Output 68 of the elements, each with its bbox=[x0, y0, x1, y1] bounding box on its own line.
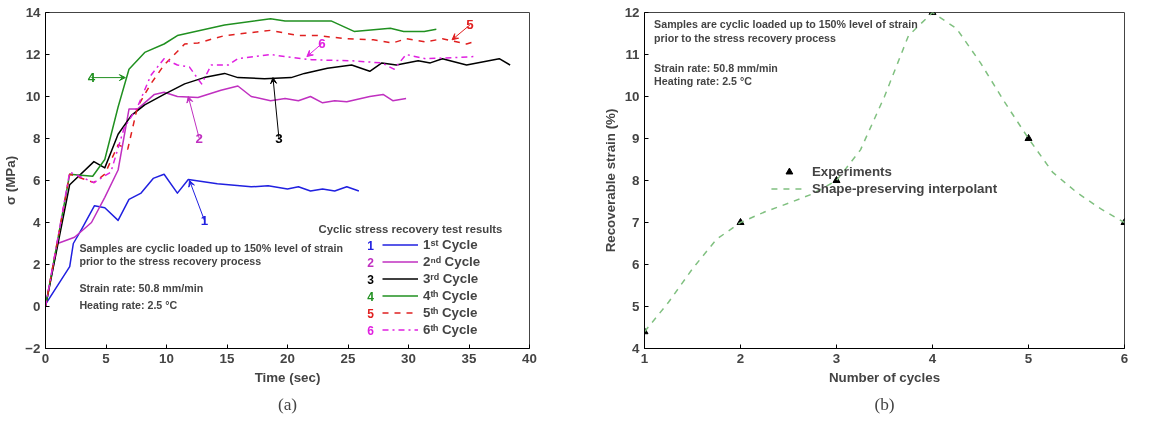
x-tick-label: 40 bbox=[522, 350, 537, 366]
point bbox=[1024, 133, 1033, 142]
annotation: 6 bbox=[318, 36, 326, 52]
y-tick-label: 11 bbox=[625, 47, 641, 62]
text: 5 bbox=[367, 306, 374, 321]
annotation: 5 bbox=[466, 17, 475, 33]
x-tick-label: 10 bbox=[159, 350, 174, 366]
annotation: Heating rate: 2.5 °C bbox=[79, 298, 178, 311]
x-tick-label: 20 bbox=[280, 350, 295, 366]
y-tick-label: 14 bbox=[25, 5, 42, 20]
text: 1 bbox=[367, 238, 374, 253]
y-axis-title: σ (MPa) bbox=[3, 155, 19, 206]
y-tick-label: 2 bbox=[33, 257, 41, 272]
annotation: 2 bbox=[195, 131, 203, 146]
x-tick-label: 3 bbox=[832, 350, 841, 366]
y-tick-label: 10 bbox=[25, 89, 41, 104]
x-tick-label: 25 bbox=[340, 350, 356, 366]
x-tick-label: 15 bbox=[219, 350, 235, 366]
annotation: 4 bbox=[87, 70, 96, 86]
legend-title: Cyclic stress recovery test results bbox=[318, 222, 503, 235]
text: 3 bbox=[367, 272, 374, 287]
x-tick-label: 4 bbox=[928, 350, 937, 366]
y-tick-label: 5 bbox=[632, 299, 641, 314]
text: 4 bbox=[367, 289, 374, 304]
text: (b) bbox=[874, 394, 895, 414]
y-tick-label: 6 bbox=[632, 257, 640, 272]
y-tick-label: 0 bbox=[33, 299, 41, 314]
y-tick-label: 7 bbox=[632, 215, 640, 230]
legend-label: 6ᵗʰ Cycle bbox=[423, 321, 478, 338]
legend-label: Shape-preserving interpolant bbox=[811, 180, 998, 197]
annotation: Strain rate: 50.8 mm/min bbox=[79, 282, 204, 295]
y-tick-label: 8 bbox=[632, 173, 640, 188]
y-tick-label: 4 bbox=[33, 215, 42, 230]
legend-label: Experiments bbox=[811, 163, 892, 180]
y-tick-label: 12 bbox=[25, 47, 41, 62]
legend-label: 1ˢᵗ Cycle bbox=[423, 236, 478, 253]
annotation: 1 bbox=[200, 213, 209, 228]
y-tick-label: 12 bbox=[624, 5, 640, 20]
legend-label: 5ᵗʰ Cycle bbox=[423, 304, 478, 321]
annotation: 3 bbox=[275, 131, 283, 147]
x-axis-title: Number of cycles bbox=[828, 369, 941, 385]
y-tick-label: 6 bbox=[33, 173, 41, 188]
y-tick-label: 8 bbox=[33, 131, 41, 146]
x-tick-label: 30 bbox=[401, 350, 416, 366]
x-tick-label: 2 bbox=[736, 350, 745, 366]
line-series bbox=[644, 12, 1125, 333]
x-tick-label: 35 bbox=[461, 350, 477, 366]
legend-label: 4ᵗʰ Cycle bbox=[423, 287, 478, 304]
y-tick-label: −2 bbox=[25, 341, 41, 356]
x-tick-label: 6 bbox=[1120, 350, 1129, 366]
x-tick-label: 5 bbox=[1024, 350, 1033, 366]
y-tick-label: 9 bbox=[632, 131, 640, 146]
annotation: Heating rate: 2.5 °C bbox=[654, 75, 753, 88]
legend-label: 2ⁿᵈ Cycle bbox=[423, 253, 481, 270]
annotation: Strain rate: 50.8 mm/min bbox=[654, 61, 778, 74]
legend-label: 3ʳᵈ Cycle bbox=[423, 270, 479, 287]
text: 6 bbox=[367, 323, 374, 338]
annotation: Samples are cyclic loaded up to 150% level of strain bbox=[654, 18, 918, 31]
annotation: prior to the stress recovery process bbox=[79, 255, 262, 268]
x-axis-title: Time (sec) bbox=[254, 369, 321, 385]
x-tick-label: 5 bbox=[102, 350, 111, 366]
annotation: Samples are cyclic loaded up to 150% level of strain bbox=[79, 241, 343, 254]
annotation: prior to the stress recovery process bbox=[654, 31, 836, 44]
text: 2 bbox=[367, 255, 374, 270]
y-tick-label: 10 bbox=[624, 89, 640, 104]
y-axis-title: Recoverable strain (%) bbox=[602, 108, 618, 253]
x-tick-label: 1 bbox=[640, 350, 649, 366]
text: (a) bbox=[277, 394, 298, 414]
